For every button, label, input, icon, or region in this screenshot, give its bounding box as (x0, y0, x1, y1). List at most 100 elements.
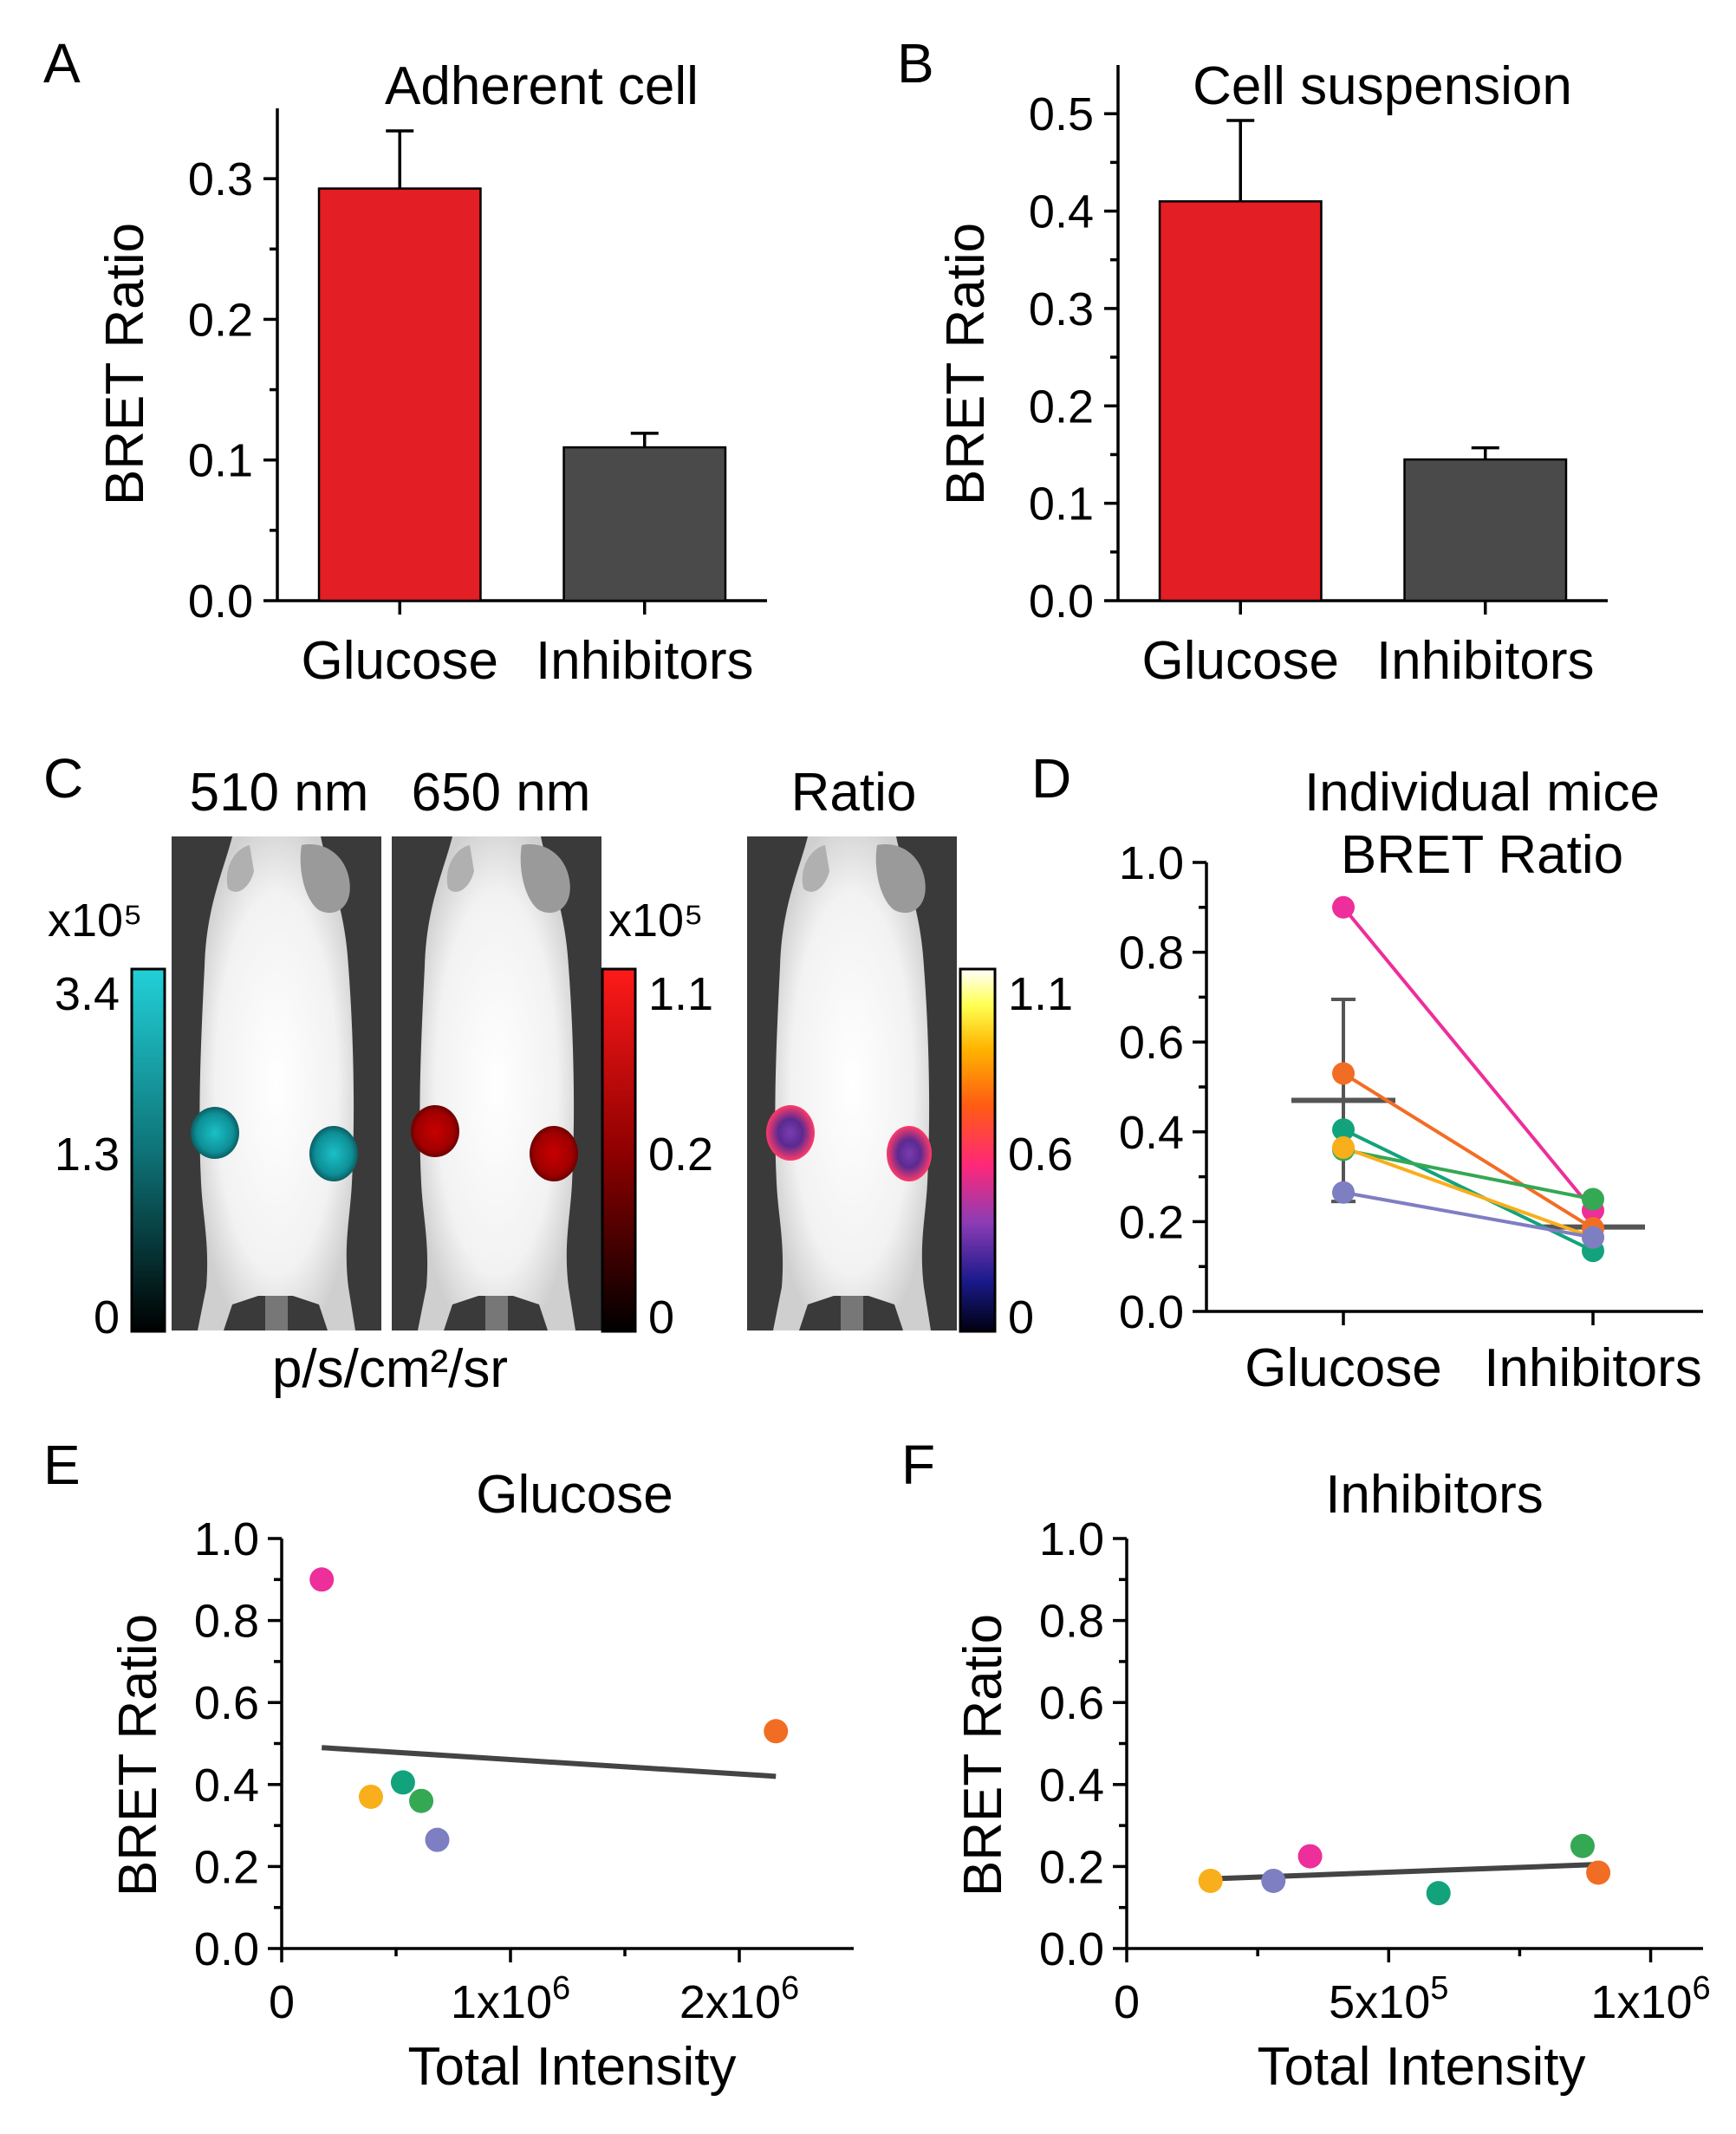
y-tick-label: 0.4 (1119, 1107, 1184, 1159)
point-inhibitors-mouse_4 (1582, 1187, 1604, 1211)
x-tick-exponent: 6 (552, 1970, 570, 2007)
scatter-point-mouse_5 (1198, 1868, 1223, 1893)
panel-e-y-axis-label: BRET Ratio (108, 1614, 168, 1897)
colorbar-510-exponent: x10⁵ (48, 895, 142, 947)
panel-c-units: p/s/cm²/sr (272, 1339, 508, 1399)
y-tick-label: 0.8 (1119, 927, 1184, 979)
panel-b-plot-area: 0.0 0.1 0.2 0.3 0.4 0.5 Glucose Inhibitors (1029, 65, 1608, 691)
y-tick-label: 0.3 (188, 153, 253, 205)
y-tick-label: 0.8 (194, 1596, 259, 1648)
y-tick-label: 0.6 (1039, 1677, 1104, 1729)
colorbar-510-tick-mid: 1.3 (55, 1129, 120, 1181)
panel-c-title-510: 510 nm (190, 763, 369, 823)
bar-inhibitors (1403, 458, 1568, 602)
point-glucose-mouse_1 (1332, 895, 1355, 919)
scatter-point-mouse_2 (1586, 1860, 1611, 1885)
colorbar-650 (601, 967, 637, 1333)
panel-e-plot-area: 0.0 0.2 0.4 0.6 0.8 1.0 0 1x106 2x106 (194, 1513, 854, 2028)
y-tick-label: 0.8 (1039, 1596, 1104, 1648)
y-tick-label: 0.6 (194, 1677, 259, 1729)
panel-label-f: F (901, 1434, 935, 1496)
panel-e-title: Glucose (476, 1465, 673, 1525)
panel-a-plot-area: 0.0 0.1 0.2 0.3 Glucose Inhibitors (188, 108, 767, 691)
x-tick-label: 1x106 (451, 1970, 570, 2028)
y-tick-label: 0.2 (1029, 381, 1094, 433)
series-line-mouse_4 (1343, 1148, 1594, 1201)
panel-label-b: B (897, 32, 934, 94)
point-inhibitors-mouse_6 (1582, 1226, 1604, 1249)
y-tick-label: 0.2 (1039, 1841, 1104, 1893)
colorbar-650-exponent: x10⁵ (608, 895, 703, 947)
panel-b-bar-chart: Cell suspension BRET Ratio 0.00.10.20.30… (936, 56, 1608, 691)
panel-label-a: A (43, 32, 81, 94)
panel-f-y-axis-label: BRET Ratio (953, 1614, 1013, 1897)
panel-c-title-650: 650 nm (412, 763, 591, 823)
panel-d-title-line-1: Individual mice (1304, 763, 1660, 823)
panel-c-title-ratio: Ratio (791, 763, 917, 823)
x-tick-exponent: 6 (1693, 1970, 1711, 2007)
y-tick-label: 1.0 (1039, 1513, 1104, 1565)
panel-a-bar-chart: Adherent cell BRET Ratio 0.0 0.1 0.2 0.3 Glu… (95, 56, 767, 691)
y-tick-label: 0.0 (1029, 576, 1094, 628)
x-tick-exponent: 5 (1430, 1970, 1448, 2007)
scatter-point-mouse_3 (1426, 1881, 1451, 1906)
panel-b-y-axis-label: BRET Ratio (936, 223, 996, 505)
point-glucose-mouse_3 (1332, 1118, 1355, 1142)
y-tick-label: 0.4 (1039, 1760, 1104, 1812)
colorbar-510 (130, 967, 166, 1333)
x-tick-label-glucose: Glucose (302, 631, 498, 691)
x-tick-label-inhibitors: Inhibitors (536, 631, 754, 691)
x-tick-label: 2x106 (679, 1970, 799, 2028)
scatter-point-mouse_1 (1297, 1844, 1323, 1869)
scatter-point-mouse_2 (764, 1719, 789, 1744)
colorbar-ratio-tick-min: 0 (1008, 1291, 1034, 1344)
series-line-mouse_1 (1342, 906, 1595, 1212)
fit-line (322, 1745, 777, 1779)
series-line-mouse_6 (1343, 1190, 1594, 1239)
panel-a-y-axis-label: BRET Ratio (95, 223, 155, 505)
mouse-image-650 (392, 836, 601, 1330)
mouse-image-ratio (747, 836, 957, 1330)
y-tick-label: 0.2 (194, 1841, 259, 1893)
colorbar-650-tick-mid: 0.2 (648, 1129, 713, 1181)
x-tick-label-glucose: Glucose (1142, 631, 1339, 691)
y-tick-label: 0.0 (1119, 1286, 1184, 1338)
panel-b-title: Cell suspension (1193, 56, 1572, 116)
x-tick-label-inhibitors: Inhibitors (1376, 631, 1595, 691)
x-tick-label-glucose: Glucose (1245, 1338, 1441, 1398)
x-tick-label: 0 (1114, 1976, 1140, 2028)
y-tick-label: 0.0 (188, 576, 253, 628)
panel-d-title-line-2: BRET Ratio (1341, 825, 1623, 885)
panel-label-d: D (1031, 747, 1071, 810)
colorbar-ratio (959, 967, 997, 1333)
x-tick-exponent: 6 (781, 1970, 799, 2007)
point-glucose-mouse_6 (1332, 1181, 1355, 1204)
colorbar-650-tick-max: 1.1 (648, 968, 713, 1020)
panel-label-c: C (43, 747, 83, 810)
y-tick-label: 0.1 (1029, 478, 1094, 530)
panel-e-scatter: Glucose BRET Ratio Total Intensity 0.0 0.… (108, 1465, 854, 2097)
y-tick-label: 0.4 (1029, 186, 1094, 238)
series-line-mouse_2 (1342, 1071, 1595, 1230)
bar-glucose (1158, 200, 1323, 602)
y-tick-label: 0.5 (1029, 88, 1094, 140)
panel-f-title: Inhibitors (1325, 1465, 1544, 1525)
series-line-mouse_5 (1343, 1146, 1594, 1239)
y-tick-label: 0.1 (188, 435, 253, 487)
panel-c-imaging: 510 nm 650 nm Ratio x10⁵ 3.4 1.3 0 x10⁵ … (48, 763, 1073, 1399)
panel-e-x-axis-label: Total Intensity (407, 2037, 736, 2097)
scatter-point-mouse_4 (1570, 1833, 1595, 1858)
y-tick-label: 0.4 (194, 1760, 259, 1812)
colorbar-ratio-tick-mid: 0.6 (1008, 1129, 1073, 1181)
y-tick-label: 0.0 (1039, 1923, 1104, 1975)
scatter-point-mouse_3 (390, 1770, 415, 1795)
panel-f-scatter: Inhibitors BRET Ratio Total Intensity 0.… (953, 1465, 1711, 2097)
bar-glucose (317, 187, 482, 602)
y-tick-label: 0.0 (194, 1923, 259, 1975)
x-tick-label: 1x106 (1590, 1970, 1710, 2028)
scatter-point-mouse_5 (358, 1784, 383, 1809)
mouse-image-510 (172, 836, 381, 1330)
colorbar-ratio-tick-max: 1.1 (1008, 968, 1073, 1020)
panel-d-paired-chart: Individual mice BRET Ratio 0.00.20.40.60… (1119, 763, 1703, 1398)
x-tick-label: 0 (269, 1976, 295, 2028)
